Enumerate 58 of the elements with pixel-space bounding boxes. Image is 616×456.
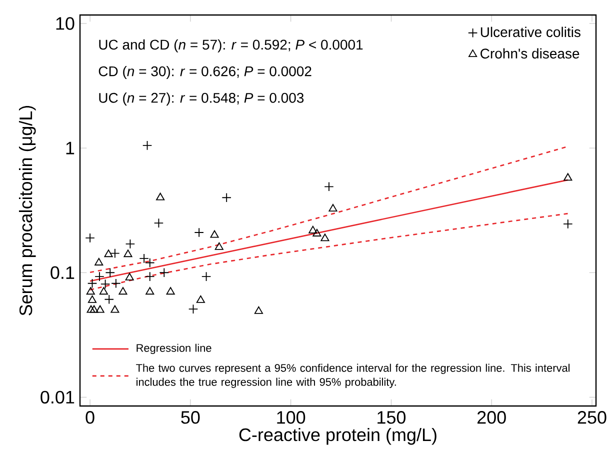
annotation: UC (n = 27): r = 0.548; P = 0.003 — [99, 92, 304, 106]
legend-label: Crohn's disease — [480, 48, 580, 59]
annotation: UC and CD (n = 57): r = 0.592; P < 0.0001 — [99, 39, 363, 52]
x-tick-label: 250 — [578, 411, 606, 424]
y-tick-label: 0.01 — [40, 390, 74, 404]
point — [125, 272, 134, 280]
x-tick-label: 100 — [277, 411, 306, 424]
point — [166, 287, 175, 295]
y-tick-label: 10 — [56, 17, 74, 30]
legend-label: Ulcerative colitis — [480, 26, 580, 38]
y-tick-label: 1 — [66, 142, 74, 154]
y-axis-title: Serum procalcitonin (μg/L) — [18, 106, 36, 316]
x-axis-title: C-reactive protein (mg/L) — [239, 428, 436, 445]
point — [88, 295, 97, 303]
point — [196, 295, 205, 303]
point — [145, 272, 155, 282]
line-series — [89, 146, 569, 274]
point — [94, 258, 104, 266]
point — [110, 305, 120, 313]
legend-label: The two curves represent a 95% confidence interval for the regression line. This interval includes the true regression line with 95% probability. — [136, 364, 570, 388]
point — [312, 228, 322, 236]
legend-label: Regression line — [136, 344, 212, 354]
point — [328, 204, 338, 212]
point — [188, 304, 198, 314]
point — [90, 305, 98, 313]
point — [159, 268, 169, 278]
point — [94, 272, 104, 282]
point — [118, 287, 128, 295]
point — [563, 219, 573, 229]
point — [222, 192, 232, 203]
x-tick-label: 0 — [86, 411, 94, 424]
point — [320, 234, 330, 242]
point — [105, 268, 115, 278]
point — [104, 250, 113, 258]
point — [210, 230, 219, 238]
point — [111, 278, 121, 288]
point — [104, 294, 114, 304]
point — [154, 218, 164, 228]
point — [142, 140, 152, 150]
annotation: CD (n = 30): r = 0.626; P = 0.0002 — [98, 66, 312, 80]
x-tick-label: 150 — [378, 411, 406, 424]
point — [254, 306, 263, 314]
point — [308, 226, 318, 234]
y-tick-label: 0.1 — [50, 266, 74, 279]
point — [156, 192, 165, 200]
line-series — [89, 212, 569, 290]
point — [110, 248, 120, 258]
point — [146, 287, 154, 295]
x-tick-label: 50 — [181, 411, 200, 424]
point — [201, 272, 212, 282]
point — [214, 242, 224, 250]
x-tick-label: 200 — [477, 411, 506, 424]
point — [564, 173, 572, 181]
point — [194, 228, 204, 238]
point — [96, 305, 104, 313]
point — [324, 182, 334, 192]
point — [85, 233, 95, 243]
point — [86, 305, 96, 313]
